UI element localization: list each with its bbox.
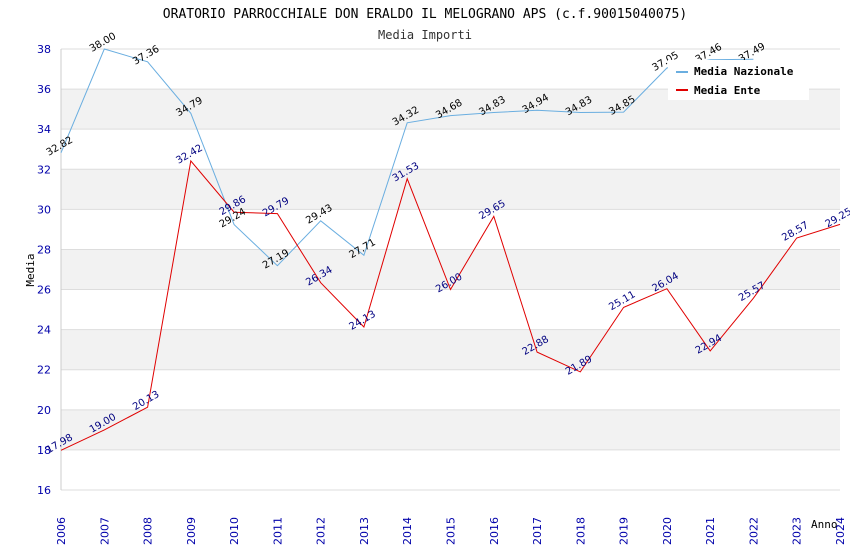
x-tick-label: 2015 (445, 517, 458, 545)
y-tick-label: 30 (37, 203, 51, 216)
plot-band (61, 169, 840, 210)
x-tick-label: 2021 (704, 517, 717, 545)
x-tick-label: 2007 (98, 517, 111, 545)
y-tick-label: 26 (37, 284, 51, 297)
chart-subtitle: Media Importi (378, 28, 472, 42)
y-tick-label: 38 (37, 43, 51, 56)
series-line-nazionale (60, 48, 754, 267)
plot-band (61, 369, 840, 410)
x-axis-ticks: 2006 2007 2008 2009 2010 2011 2012 2013 2014 2015… (55, 517, 847, 545)
x-tick-label: 2016 (488, 517, 501, 545)
legend-label-ente: Media Ente (694, 84, 761, 97)
series-lines (60, 48, 841, 451)
series-line-ente (60, 159, 841, 451)
plot-band (61, 249, 840, 290)
legend-box (668, 60, 809, 100)
x-tick-label: 2022 (747, 517, 760, 545)
y-tick-label: 24 (37, 324, 51, 337)
x-tick-label: 2014 (401, 517, 414, 545)
x-tick-label: 2008 (142, 517, 155, 545)
legend-label-nazionale: Media Nazionale (694, 65, 794, 78)
grid-lines (60, 48, 840, 491)
x-tick-label: 2009 (185, 517, 198, 545)
x-tick-label: 2006 (55, 517, 68, 545)
y-tick-label: 20 (37, 404, 51, 417)
x-tick-label: 2024 (834, 517, 847, 545)
y-tick-label: 16 (37, 484, 51, 497)
x-tick-label: 2018 (574, 517, 587, 545)
x-tick-label: 2013 (358, 517, 371, 545)
x-tick-label: 2017 (531, 517, 544, 545)
x-tick-label: 2010 (228, 517, 241, 545)
x-tick-label: 2023 (791, 517, 804, 545)
y-tick-label: 18 (37, 444, 51, 457)
y-tick-label: 36 (37, 83, 51, 96)
x-tick-label: 2020 (661, 517, 674, 545)
plot-band (61, 329, 840, 370)
x-tick-label: 2019 (618, 517, 631, 545)
chart-title: ORATORIO PARROCCHIALE DON ERALDO IL MELO… (163, 7, 687, 22)
plot-band (61, 409, 840, 450)
y-axis-ticks: 16 18 20 22 24 26 28 30 32 34 36 38 (37, 43, 51, 497)
legend: Media Nazionale Media Ente (668, 60, 809, 100)
y-axis-label: Media (24, 253, 37, 286)
y-tick-label: 34 (37, 123, 51, 136)
y-tick-label: 32 (37, 163, 51, 176)
plot-band (61, 289, 840, 330)
y-tick-label: 22 (37, 364, 51, 377)
plot-band (61, 449, 840, 490)
x-tick-label: 2011 (271, 517, 284, 545)
x-axis-label: Anno (811, 518, 838, 531)
plot-bands (61, 49, 840, 490)
plot-band (61, 209, 840, 250)
y-tick-label: 28 (37, 243, 51, 256)
x-tick-label: 2012 (315, 517, 328, 545)
